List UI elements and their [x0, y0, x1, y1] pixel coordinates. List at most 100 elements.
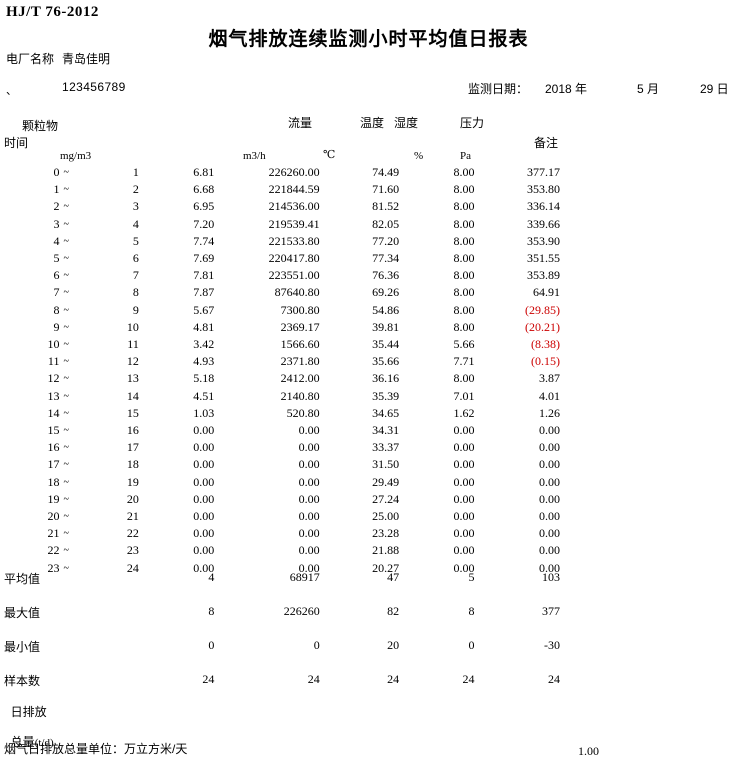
cell-hour-start: 9 [53, 319, 60, 334]
cell-hour-start: 8 [53, 302, 60, 317]
cell-humidity: 8.00 [453, 302, 475, 317]
monitor-date-month: 5 月 [637, 82, 660, 96]
cell-flow: 2369.17 [280, 319, 320, 334]
cell-range-tilde: ~ [63, 287, 69, 299]
cell-range-tilde: ~ [63, 476, 69, 488]
cell-hour-start: 12 [47, 371, 60, 386]
cell-humidity: 8.00 [453, 251, 475, 266]
cell-range-tilde: ~ [63, 545, 69, 557]
cell-temperature: 76.36 [372, 268, 400, 283]
summary-label: 最大值 [4, 606, 41, 620]
cell-hour-start: 1 [53, 182, 60, 197]
cell-pressure: 0.00 [539, 526, 560, 541]
hourly-data-table: 0 ~1 6.81 226260.00 74.49 8.00 377.17 1 ~2 6.68 22… [0, 164, 560, 577]
cell-temperature: 35.39 [372, 388, 400, 403]
cell-hour-start: 22 [47, 543, 60, 558]
cell-temperature: 25.00 [372, 509, 400, 524]
cell-particulate: 4.93 [193, 354, 215, 369]
summary-flow: 24 [307, 672, 320, 686]
table-row: 14 ~15 1.03 520.80 34.65 1.62 1.26 [0, 405, 560, 422]
summary-row: 样本数 24 24 24 24 24 [0, 672, 560, 706]
cell-humidity: 8.00 [453, 165, 475, 179]
summary-label: 最小值 [4, 640, 41, 654]
cell-particulate: 7.87 [193, 285, 215, 300]
cell-particulate: 7.20 [193, 216, 215, 231]
cell-pressure: 1.26 [539, 405, 560, 420]
cell-pressure: 336.14 [527, 199, 560, 214]
daily-emission-line2: 总量 [10, 735, 35, 749]
cell-pressure: 4.01 [539, 388, 560, 403]
cell-hour-end: 9 [132, 302, 139, 317]
cell-flow: 0.00 [298, 474, 320, 489]
column-header-flow: 流量 [288, 116, 313, 130]
summary-temperature: 82 [387, 604, 400, 618]
cell-hour-start: 5 [53, 251, 60, 266]
cell-particulate: 0.00 [193, 526, 215, 541]
cell-flow: 2140.80 [280, 388, 320, 403]
table-row: 23 ~24 0.00 0.00 20.27 0.00 0.00 [0, 560, 560, 577]
cell-particulate: 6.81 [193, 165, 215, 179]
cell-hour-end: 13 [126, 371, 139, 386]
unit-humidity: % [414, 150, 424, 162]
column-header-pressure: 压力 [460, 116, 485, 130]
summary-humidity: 0 [468, 638, 475, 652]
cell-hour-end: 11 [127, 337, 139, 352]
cell-particulate: 0.00 [193, 423, 215, 438]
table-row: 18 ~19 0.00 0.00 29.49 0.00 0.00 [0, 474, 560, 491]
cell-flow: 226260.00 [268, 165, 320, 179]
cell-humidity: 7.01 [453, 388, 475, 403]
cell-particulate: 0.00 [193, 509, 215, 524]
standard-code: HJ/T 76-2012 [6, 4, 99, 20]
cell-hour-end: 2 [132, 182, 139, 197]
cell-hour-start: 17 [47, 457, 60, 472]
summary-humidity: 24 [462, 672, 475, 686]
cell-pressure: (0.15) [531, 354, 560, 369]
cell-range-tilde: ~ [63, 493, 69, 505]
cell-temperature: 27.24 [372, 491, 400, 506]
cell-flow: 223551.00 [268, 268, 320, 283]
cell-temperature: 20.27 [372, 560, 400, 575]
cell-hour-end: 19 [126, 474, 139, 489]
cell-flow: 2371.80 [280, 354, 320, 369]
cell-humidity: 0.00 [453, 491, 475, 506]
cell-flow: 87640.80 [274, 285, 320, 300]
cell-range-tilde: ~ [63, 373, 69, 385]
cell-range-tilde: ~ [63, 218, 69, 230]
cell-pressure: 377.17 [527, 165, 560, 179]
cell-particulate: 4.51 [193, 388, 215, 403]
table-row: 20 ~21 0.00 0.00 25.00 0.00 0.00 [0, 508, 560, 525]
cell-particulate: 7.81 [193, 268, 215, 283]
cell-pressure: 0.00 [539, 543, 560, 558]
summary-label: 平均值 [4, 572, 41, 586]
cell-flow: 0.00 [298, 440, 320, 455]
cell-particulate: 5.67 [193, 302, 215, 317]
cell-hour-end: 5 [132, 233, 139, 248]
cell-hour-start: 14 [47, 405, 60, 420]
monitor-date-day: 29 日 [700, 82, 729, 96]
cell-pressure: 353.89 [527, 268, 560, 283]
cell-hour-end: 3 [132, 199, 139, 214]
cell-pressure: 353.90 [527, 233, 560, 248]
cell-hour-end: 7 [132, 268, 139, 283]
summary-particulate: 24 [202, 672, 215, 686]
cell-range-tilde: ~ [63, 425, 69, 437]
summary-label: 样本数 [4, 674, 41, 688]
cell-range-tilde: ~ [63, 356, 69, 368]
cell-humidity: 0.00 [453, 526, 475, 541]
summary-particulate: 4 [208, 570, 215, 584]
cell-humidity: 8.00 [453, 182, 475, 197]
cell-temperature: 82.05 [372, 216, 400, 231]
table-row: 13 ~14 4.51 2140.80 35.39 7.01 4.01 [0, 388, 560, 405]
cell-humidity: 8.00 [453, 285, 475, 300]
cell-humidity: 0.00 [453, 509, 475, 524]
daily-total-value: 1.00 [578, 744, 599, 758]
cell-pressure: 3.87 [539, 371, 560, 386]
table-row: 5 ~6 7.69 220417.80 77.34 8.00 351.55 [0, 250, 560, 267]
summary-row: 最大值 8 226260 82 8 377 [0, 604, 560, 638]
cell-humidity: 8.00 [453, 268, 475, 283]
cell-flow: 7300.80 [280, 302, 320, 317]
cell-range-tilde: ~ [63, 167, 69, 178]
cell-pressure: 351.55 [527, 251, 560, 266]
cell-temperature: 31.50 [372, 457, 400, 472]
table-row: 12 ~13 5.18 2412.00 36.16 8.00 3.87 [0, 370, 560, 387]
